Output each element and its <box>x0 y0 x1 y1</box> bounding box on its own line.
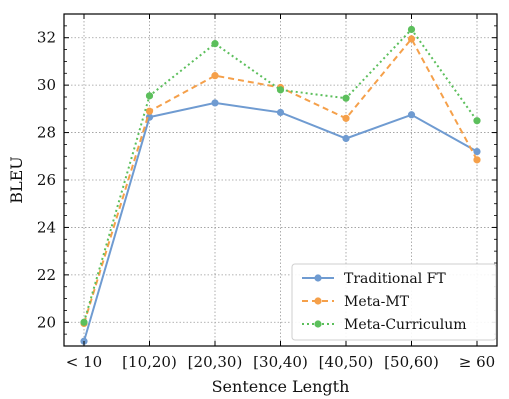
series-layer <box>80 25 481 345</box>
x-tick-label: ≥ 60 <box>459 353 495 371</box>
data-point-meta-curriculum <box>211 40 219 48</box>
data-point-meta-curriculum <box>342 94 350 102</box>
data-point-traditional-ft <box>407 111 416 119</box>
legend: Traditional FT Meta-MT Meta-Curriculum <box>291 263 497 341</box>
data-point-meta-mt <box>211 72 219 80</box>
data-point-meta-mt <box>145 107 154 115</box>
legend-label-traditional-ft: Traditional FT <box>344 271 446 287</box>
x-tick-label: [20,30) <box>188 353 243 371</box>
x-tick-label: [30,40) <box>253 353 308 371</box>
x-tick-label: [50,60) <box>384 353 439 371</box>
y-tick-label: 30 <box>37 76 56 94</box>
legend-marker-meta-mt <box>314 297 322 305</box>
data-point-traditional-ft <box>473 147 481 156</box>
data-point-traditional-ft <box>342 134 350 143</box>
data-point-meta-curriculum <box>80 318 88 326</box>
y-tick-label: 26 <box>37 171 56 189</box>
data-point-meta-mt <box>342 114 350 122</box>
x-axis-title: Sentence Length <box>212 377 350 396</box>
data-point-meta-mt <box>473 156 481 164</box>
y-axis-title: BLEU <box>7 156 26 204</box>
y-tick-label: 20 <box>37 313 56 331</box>
y-tick-label: 32 <box>37 29 56 47</box>
x-tick-label: < 10 <box>66 353 102 371</box>
legend-marker-traditional-ft <box>314 274 322 282</box>
x-tick-label: [40,50) <box>319 353 374 371</box>
data-point-meta-curriculum <box>407 25 416 34</box>
legend-label-meta-curriculum: Meta-Curriculum <box>344 317 467 333</box>
legend-box <box>291 263 497 341</box>
data-point-meta-curriculum <box>145 92 154 100</box>
data-point-meta-curriculum <box>473 117 481 125</box>
legend-label-meta-mt: Meta-MT <box>344 294 410 310</box>
legend-marker-meta-curriculum <box>314 320 322 328</box>
data-point-traditional-ft <box>276 108 285 117</box>
y-tick-label: 28 <box>37 124 56 142</box>
y-tick-label: 22 <box>37 266 56 284</box>
data-point-meta-curriculum <box>276 86 285 94</box>
y-tick-label: 24 <box>37 218 56 236</box>
axis-ticks: < 10 [10,20) [20,30) [30,40) [40,50) [50,60) ≥… <box>37 13 497 371</box>
data-point-meta-mt <box>407 35 416 43</box>
x-tick-label: [10,20) <box>122 353 177 371</box>
data-point-traditional-ft <box>211 99 219 107</box>
